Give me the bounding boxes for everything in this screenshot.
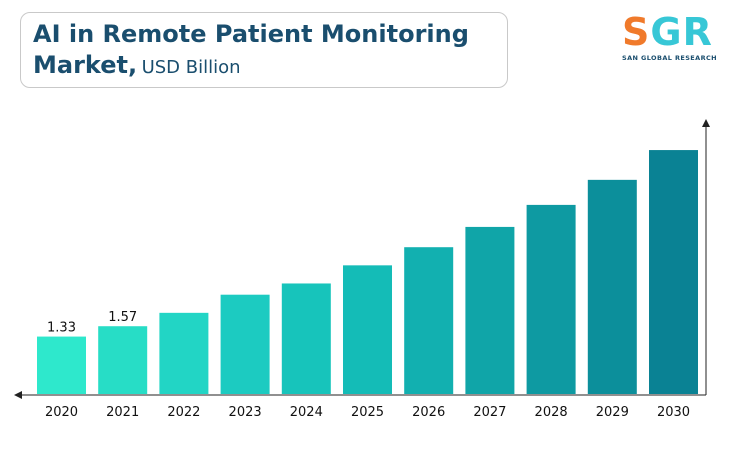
x-tick-label-2025: 2025: [351, 405, 384, 420]
chart-title-line1: AI in Remote Patient Monitoring: [33, 20, 469, 48]
sgr-logo: SGR SAN GLOBAL RESEARCH: [622, 12, 722, 64]
x-tick-label-2029: 2029: [596, 405, 629, 420]
bar-2027: [465, 226, 515, 394]
x-tick-label-2024: 2024: [290, 405, 323, 420]
bar-2024: [281, 283, 331, 394]
title-box: AI in Remote Patient Monitoring Market, …: [20, 12, 508, 88]
labels-group: 2020 1.33 2021 1.57 2022 2023 2024 2025 2026 2027…: [45, 310, 690, 420]
bar-2029: [587, 179, 637, 394]
axes-group: [14, 119, 710, 399]
bar-2025: [343, 265, 392, 394]
x-tick-label-2028: 2028: [535, 405, 568, 420]
bar-2020: [37, 336, 86, 394]
x-tick-label-2027: 2027: [473, 405, 506, 420]
x-tick-label-2030: 2030: [657, 405, 690, 420]
x-tick-label-2023: 2023: [229, 405, 262, 420]
x-axis-arrow: [14, 391, 22, 399]
data-label-2021: 1.57: [108, 310, 137, 325]
chart-title-line2: Market, USD Billion: [33, 50, 507, 84]
y-axis-arrow: [702, 119, 710, 127]
data-label-2020: 1.33: [47, 321, 76, 336]
chart-title-market: Market,: [33, 51, 138, 79]
bar-2021: [98, 326, 148, 394]
x-tick-label-2020: 2020: [45, 405, 78, 420]
bar-2028: [526, 204, 576, 394]
x-tick-label-2026: 2026: [412, 405, 445, 420]
chart-title-unit: USD Billion: [141, 57, 241, 78]
bar-2022: [159, 312, 209, 394]
bars-group: [37, 150, 698, 394]
x-tick-label-2021: 2021: [106, 405, 139, 420]
x-tick-label-2022: 2022: [167, 405, 200, 420]
bar-2023: [220, 294, 270, 394]
logo-letters: SGR: [622, 10, 713, 54]
bar-2026: [404, 247, 454, 394]
bar-2030: [649, 150, 698, 394]
logo-subtitle: SAN GLOBAL RESEARCH: [622, 54, 717, 62]
